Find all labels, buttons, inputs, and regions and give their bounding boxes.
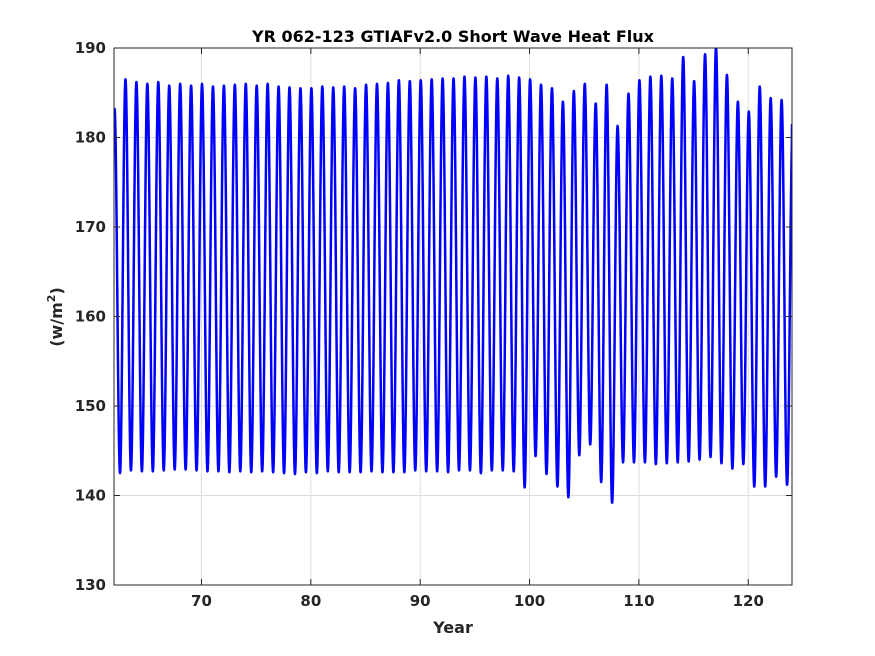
y-axis-label-base: (w/m <box>47 302 66 347</box>
heat-flux-series-line <box>114 48 792 504</box>
x-tick-label: 120 <box>733 592 764 610</box>
x-tick-label: 80 <box>300 592 321 610</box>
x-axis-label: Year <box>432 618 473 637</box>
y-tick-label: 130 <box>75 576 106 594</box>
y-tick-label: 150 <box>75 397 106 415</box>
x-tick-label: 90 <box>410 592 431 610</box>
axis-ticks: 70 80 90 100 110 120 130 140 150 160 170 180 190 <box>75 39 792 610</box>
y-axis-label-superscript: 2 <box>45 295 58 303</box>
y-tick-label: 140 <box>75 487 106 505</box>
chart-title: YR 062-123 GTIAFv2.0 Short Wave Heat Flu… <box>251 27 655 46</box>
y-tick-label: 170 <box>75 218 106 236</box>
x-tick-label: 70 <box>191 592 212 610</box>
y-axis-label: (w/m2) <box>45 287 66 347</box>
x-tick-label: 100 <box>514 592 545 610</box>
y-tick-label: 160 <box>75 308 106 326</box>
y-tick-label: 190 <box>75 39 106 57</box>
y-tick-label: 180 <box>75 129 106 147</box>
x-tick-label: 110 <box>623 592 654 610</box>
y-axis-label-close: ) <box>47 287 66 294</box>
